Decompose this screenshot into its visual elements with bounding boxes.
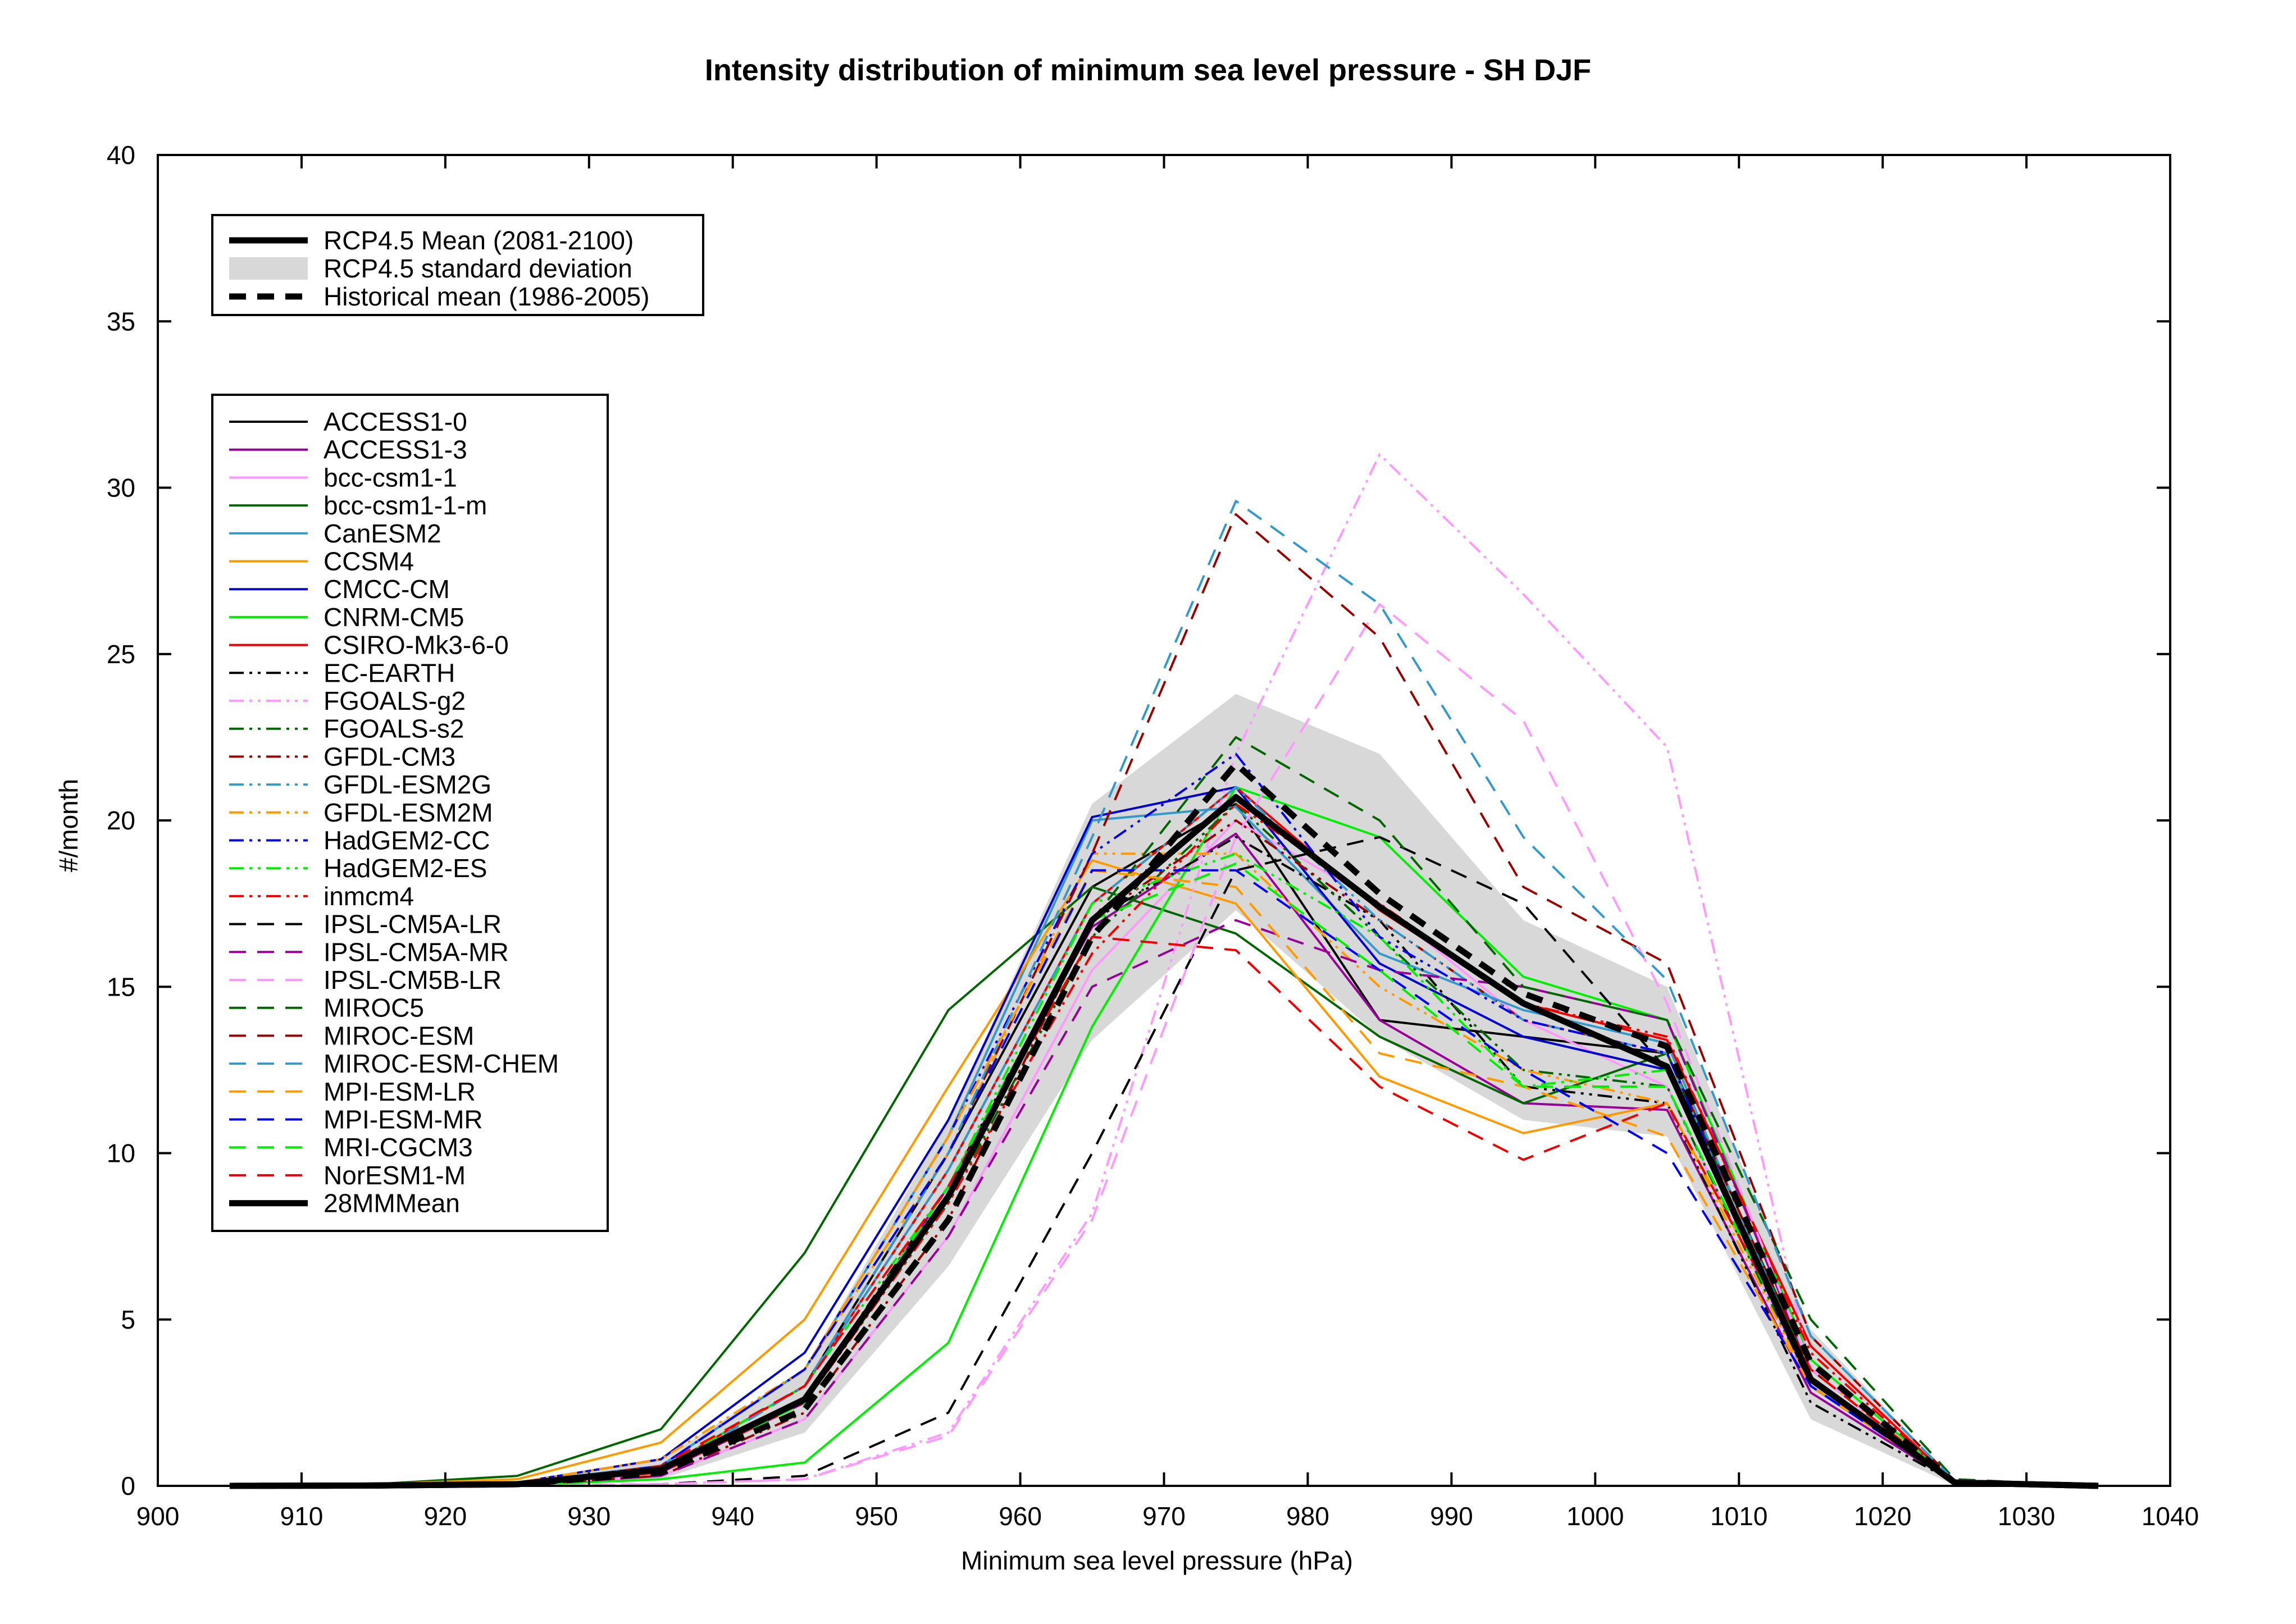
legend-label-hadgem2-cc: HadGEM2-CC bbox=[324, 826, 490, 855]
legend-label-28mmmean: 28MMMean bbox=[324, 1189, 460, 1218]
series-line-gfdl-cm3 bbox=[229, 819, 2099, 1487]
legend-label: RCP4.5 standard deviation bbox=[324, 254, 632, 283]
x-tick-label: 1040 bbox=[2142, 1502, 2199, 1531]
y-axis-label: #/month bbox=[54, 779, 83, 872]
plot-area: 900 910 920 930 940 950 960 970 980 990 1000 1010 10… bbox=[107, 140, 2199, 1531]
series-line-gfdl-esm2m bbox=[229, 852, 2099, 1487]
x-tick-label: 990 bbox=[1430, 1502, 1473, 1531]
y-tick-label: 30 bbox=[107, 473, 135, 503]
chart-title: Intensity distribution of minimum sea le… bbox=[705, 53, 1591, 87]
y-tick-label: 20 bbox=[107, 806, 135, 835]
x-tick-label: 950 bbox=[855, 1502, 898, 1531]
summary-line-historical-mean-1986-2005 bbox=[229, 760, 2099, 1489]
x-tick-label: 1010 bbox=[1710, 1502, 1767, 1531]
y-tick-label: 15 bbox=[107, 972, 135, 1001]
legend-label-bcc-csm1-1: bcc-csm1-1 bbox=[324, 463, 457, 492]
series-line-inmcm4 bbox=[229, 802, 2099, 1487]
y-tick-label: 5 bbox=[121, 1305, 135, 1334]
x-tick-label: 930 bbox=[567, 1502, 611, 1531]
legend-label-miroc-esm: MIROC-ESM bbox=[324, 1021, 474, 1050]
series-line-fgoals-s2 bbox=[229, 802, 2099, 1487]
y-tick-label: 40 bbox=[107, 140, 135, 170]
legend-label-gfdl-cm3: GFDL-CM3 bbox=[324, 742, 455, 771]
legend-label: Historical mean (1986-2005) bbox=[324, 282, 649, 311]
x-tick-label: 1030 bbox=[1998, 1502, 2055, 1531]
legend-label-access1-3: ACCESS1-3 bbox=[324, 435, 467, 464]
legend-label-ccsm4: CCSM4 bbox=[324, 547, 414, 576]
legend-label-miroc-esm-chem: MIROC-ESM-CHEM bbox=[324, 1049, 559, 1078]
legend-label-ipsl-cm5a-lr: IPSL-CM5A-LR bbox=[324, 910, 502, 939]
y-tick-label: 10 bbox=[107, 1139, 135, 1168]
x-axis-label: Minimum sea level pressure (hPa) bbox=[961, 1546, 1353, 1575]
legend-label-hadgem2-es: HadGEM2-ES bbox=[324, 854, 487, 883]
x-tick-label: 920 bbox=[423, 1502, 467, 1531]
legend-label-access1-0: ACCESS1-0 bbox=[324, 407, 467, 436]
legend-label-mpi-esm-lr: MPI-ESM-LR bbox=[324, 1077, 476, 1106]
legend-label-cnrm-cm5: CNRM-CM5 bbox=[324, 603, 464, 632]
legend-label-mri-cgcm3: MRI-CGCM3 bbox=[324, 1133, 473, 1162]
legend-summary: RCP4.5 Mean (2081-2100)RCP4.5 standard d… bbox=[211, 214, 704, 316]
y-tick-label: 25 bbox=[107, 640, 135, 669]
y-tick-label: 35 bbox=[107, 307, 135, 336]
legend-label-noresm1-m: NorESM1-M bbox=[324, 1161, 466, 1190]
legend-label-inmcm4: inmcm4 bbox=[324, 882, 414, 911]
legend-models: ACCESS1-0ACCESS1-3bcc-csm1-1bcc-csm1-1-m… bbox=[211, 394, 609, 1232]
legend-label-bcc-csm1-1-m: bcc-csm1-1-m bbox=[324, 491, 487, 520]
x-tick-label: 1000 bbox=[1566, 1502, 1624, 1531]
x-tick-label: 960 bbox=[999, 1502, 1042, 1531]
x-tick-label: 1020 bbox=[1854, 1502, 1911, 1531]
legend-label-ipsl-cm5a-mr: IPSL-CM5A-MR bbox=[324, 937, 509, 966]
x-tick-label: 940 bbox=[711, 1502, 754, 1531]
x-tick-label: 900 bbox=[136, 1502, 180, 1531]
x-tick-label: 970 bbox=[1142, 1502, 1186, 1531]
legend-label-gfdl-esm2g: GFDL-ESM2G bbox=[324, 770, 491, 799]
x-tick-label: 910 bbox=[280, 1502, 324, 1531]
legend-label-fgoals-s2: FGOALS-s2 bbox=[324, 714, 464, 743]
legend-label-ipsl-cm5b-lr: IPSL-CM5B-LR bbox=[324, 965, 502, 995]
legend-label-ec-earth: EC-EARTH bbox=[324, 658, 455, 687]
legend-label: RCP4.5 Mean (2081-2100) bbox=[324, 226, 634, 255]
legend-label-fgoals-g2: FGOALS-g2 bbox=[324, 686, 466, 715]
legend-label-cmcc-cm: CMCC-CM bbox=[324, 574, 450, 604]
legend-label-miroc5: MIROC5 bbox=[324, 993, 424, 1023]
legend-swatch bbox=[229, 257, 308, 280]
legend-label-gfdl-esm2m: GFDL-ESM2M bbox=[324, 798, 493, 827]
y-tick-label: 0 bbox=[121, 1471, 135, 1500]
x-tick-label: 980 bbox=[1286, 1502, 1329, 1531]
legend-label-csiro-mk3-6-0: CSIRO-Mk3-6-0 bbox=[324, 631, 509, 660]
std-deviation-band bbox=[229, 694, 2099, 1486]
series-line-fgoals-g2 bbox=[229, 453, 2099, 1487]
series-line-gfdl-esm2g bbox=[229, 786, 2099, 1487]
legend-label-mpi-esm-mr: MPI-ESM-MR bbox=[324, 1105, 483, 1134]
legend-label-canesm2: CanESM2 bbox=[324, 519, 441, 548]
